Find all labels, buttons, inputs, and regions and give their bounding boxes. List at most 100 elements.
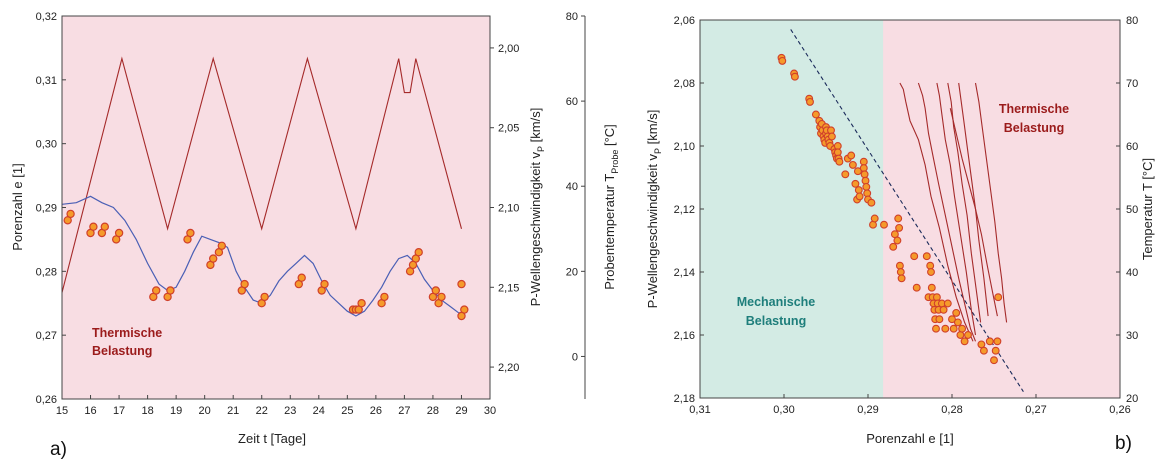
x-tick-label: 25 [341,405,353,417]
panel-b-annotation-thermal-line1: Thermische [999,102,1069,116]
x-tick-label: 20 [199,405,211,417]
y-velocity-tick-label: 2,05 [498,123,519,135]
void-ratio-point [166,286,175,295]
y-left-tick-label: 0,27 [36,330,57,342]
panel-a-plot-background [62,16,490,399]
x-tick-label: 23 [284,405,296,417]
void-ratio-point [457,311,466,321]
void-ratio-point [357,299,366,308]
y-left-tick-label: 2,12 [674,204,695,216]
panel-a-annotation-thermal-line2: Belastung [92,344,152,358]
y-right-tick-label: 40 [1126,267,1138,279]
thermal-curve [936,82,977,336]
velocity-point [855,192,864,201]
void-ratio-point [208,254,218,263]
x-tick-label: 18 [141,405,153,417]
x-tick-label: 22 [256,405,268,417]
x-tick-label: 0,29 [857,404,878,416]
panel-b-ylabel-velocity: P-Wellengeschwindigkeit vP [km/s] [645,110,663,309]
x-tick-label: 16 [84,405,96,417]
void-ratio-point [66,209,75,219]
y-left-tick-label: 0,28 [36,266,57,278]
velocity-point [932,324,940,333]
velocity-point [958,324,967,333]
velocity-point [848,160,857,169]
velocity-point [956,331,965,339]
y-left-tick-label: 0,26 [36,394,57,406]
panel-a-ylabel-temperature: Probentemperatur TProbe [°C] [602,124,620,290]
velocity-point [910,252,919,261]
void-ratio-point [240,279,249,289]
void-ratio-point [431,286,440,295]
panel-b-annotation-mechanical-line1: Mechanische [737,295,816,309]
velocity-point [949,324,958,333]
y-velocity-tick-label: 2,15 [498,282,519,294]
velocity-point [854,186,863,195]
velocity-point [939,305,948,314]
thermal-curve [899,82,974,342]
velocity-point [870,214,879,223]
y-temp-tick-label: 20 [566,266,578,278]
panel-a: 15 16 17 18 19 20 21 22 23 24 25 26 27 28 29 30 0,26 0,27… [10,11,620,460]
velocity-point [952,308,961,317]
velocity-point [943,299,952,308]
thermal-curve [949,108,998,317]
velocity-point [859,157,868,166]
void-ratio-point [151,286,161,295]
x-tick-label: 28 [427,405,439,417]
panel-a-ylabel-velocity: P-Wellengeschwindigkeit vP [km/s] [528,108,546,307]
velocity-point [833,148,842,157]
x-tick-label: 19 [170,405,182,417]
velocity-point [979,346,988,355]
void-ratio-point [437,292,446,302]
velocity-point [778,56,787,65]
void-ratio-point [408,260,418,270]
velocity-point [922,252,931,261]
velocity-line [61,195,462,317]
y-right-tick-label: 20 [1126,393,1138,405]
x-tick-label: 29 [455,405,467,417]
velocity-point [889,242,898,251]
panel-a-xlabel: Zeit t [Tage] [238,431,306,446]
velocity-point [935,315,944,324]
panel-a-annotation-thermal-line1: Thermische [92,326,162,340]
y-left-tick-label: 2,06 [674,15,695,27]
panel-a-label: a) [50,439,67,460]
velocity-point [990,356,998,365]
y-left-tick-label: 2,16 [674,330,695,342]
x-tick-label: 17 [113,405,125,417]
velocity-point [991,346,1000,355]
y-temp-tick-label: 60 [566,96,578,108]
velocity-point [851,179,860,188]
velocity-point [867,198,876,207]
velocity-point [894,214,903,223]
x-tick-label: 15 [56,405,68,417]
velocity-point [811,110,820,119]
panel-b-xlabel: Porenzahl e [1] [866,431,953,446]
x-tick-label: 0,31 [689,404,710,416]
y-temp-tick-label: 80 [566,11,578,23]
y-velocity-tick-label: 2,20 [498,362,519,374]
velocity-point [895,261,904,270]
x-tick-label: 21 [227,405,239,417]
y-right-tick-label: 50 [1126,204,1138,216]
velocity-point [827,132,836,141]
velocity-point [860,170,869,179]
panel-b: 0,31 0,30 0,29 0,28 0,27 0,26 2,06 2,08 2,10 2,12… [645,15,1155,454]
panel-b-annotation-mechanical-line2: Belastung [746,314,806,328]
velocity-point [853,167,862,176]
y-velocity-tick-label: 2,10 [498,203,519,215]
y-left-tick-label: 0,31 [36,75,57,87]
void-ratio-point [260,292,269,302]
panel-b-ylabel-temperature: Temperatur T [°C] [1140,158,1155,260]
velocity-point [897,274,906,283]
void-ratio-point [89,222,98,231]
panel-b-mechanical-region [700,20,884,398]
velocity-point [790,72,799,81]
y-right-tick-label: 80 [1126,15,1138,27]
void-ratio-point [414,247,423,257]
y-left-tick-label: 2,08 [674,78,695,90]
x-tick-label: 24 [313,405,325,417]
velocity-point [895,223,904,232]
y-velocity-tick-label: 2,00 [498,43,519,55]
